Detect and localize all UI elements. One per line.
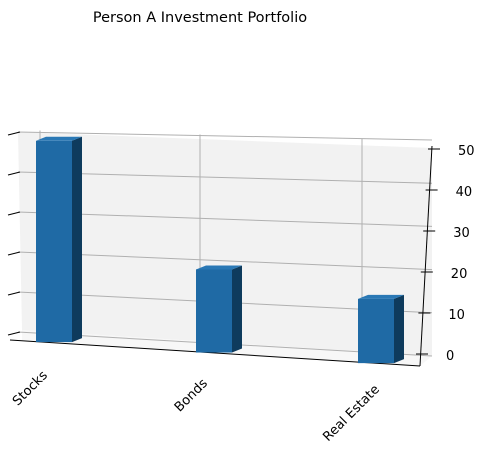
z-gridline <box>17 171 433 184</box>
x-tick-label: Bonds <box>172 376 211 415</box>
z-tick-label: 40 <box>456 185 473 200</box>
z-gridline <box>17 211 433 227</box>
z-gridline <box>17 131 433 141</box>
left-tick <box>7 251 21 256</box>
left-tick <box>7 291 21 296</box>
bar-real-estate <box>358 298 394 364</box>
chart-title: Person A Investment Portfolio <box>93 10 307 26</box>
bar-stocks <box>36 140 72 343</box>
bar-side <box>232 265 242 353</box>
bar-side <box>72 136 82 343</box>
bar-bonds <box>196 269 232 353</box>
chart-bars <box>36 136 404 364</box>
x-axis-line <box>9 339 421 367</box>
z-tick-label: 20 <box>451 267 468 282</box>
left-tick <box>7 131 21 136</box>
z-gridline <box>17 251 433 271</box>
bar-side <box>394 294 404 364</box>
z-tick-label: 10 <box>448 308 465 323</box>
left-tick <box>7 171 21 176</box>
z-tick-label: 0 <box>446 349 454 364</box>
x-tick-label: Stocks <box>10 368 51 409</box>
chart-axes <box>7 131 440 367</box>
bar-top <box>36 136 82 141</box>
z-axis-line <box>419 145 433 367</box>
left-tick <box>7 211 21 216</box>
z-tick-label: 30 <box>453 226 470 241</box>
bar-top <box>358 294 404 299</box>
back-pane <box>18 132 432 356</box>
x-tick-label: Real Estate <box>320 382 382 444</box>
left-tick <box>7 331 21 336</box>
bar-top <box>196 265 242 270</box>
z-tick-label: 50 <box>458 144 475 159</box>
